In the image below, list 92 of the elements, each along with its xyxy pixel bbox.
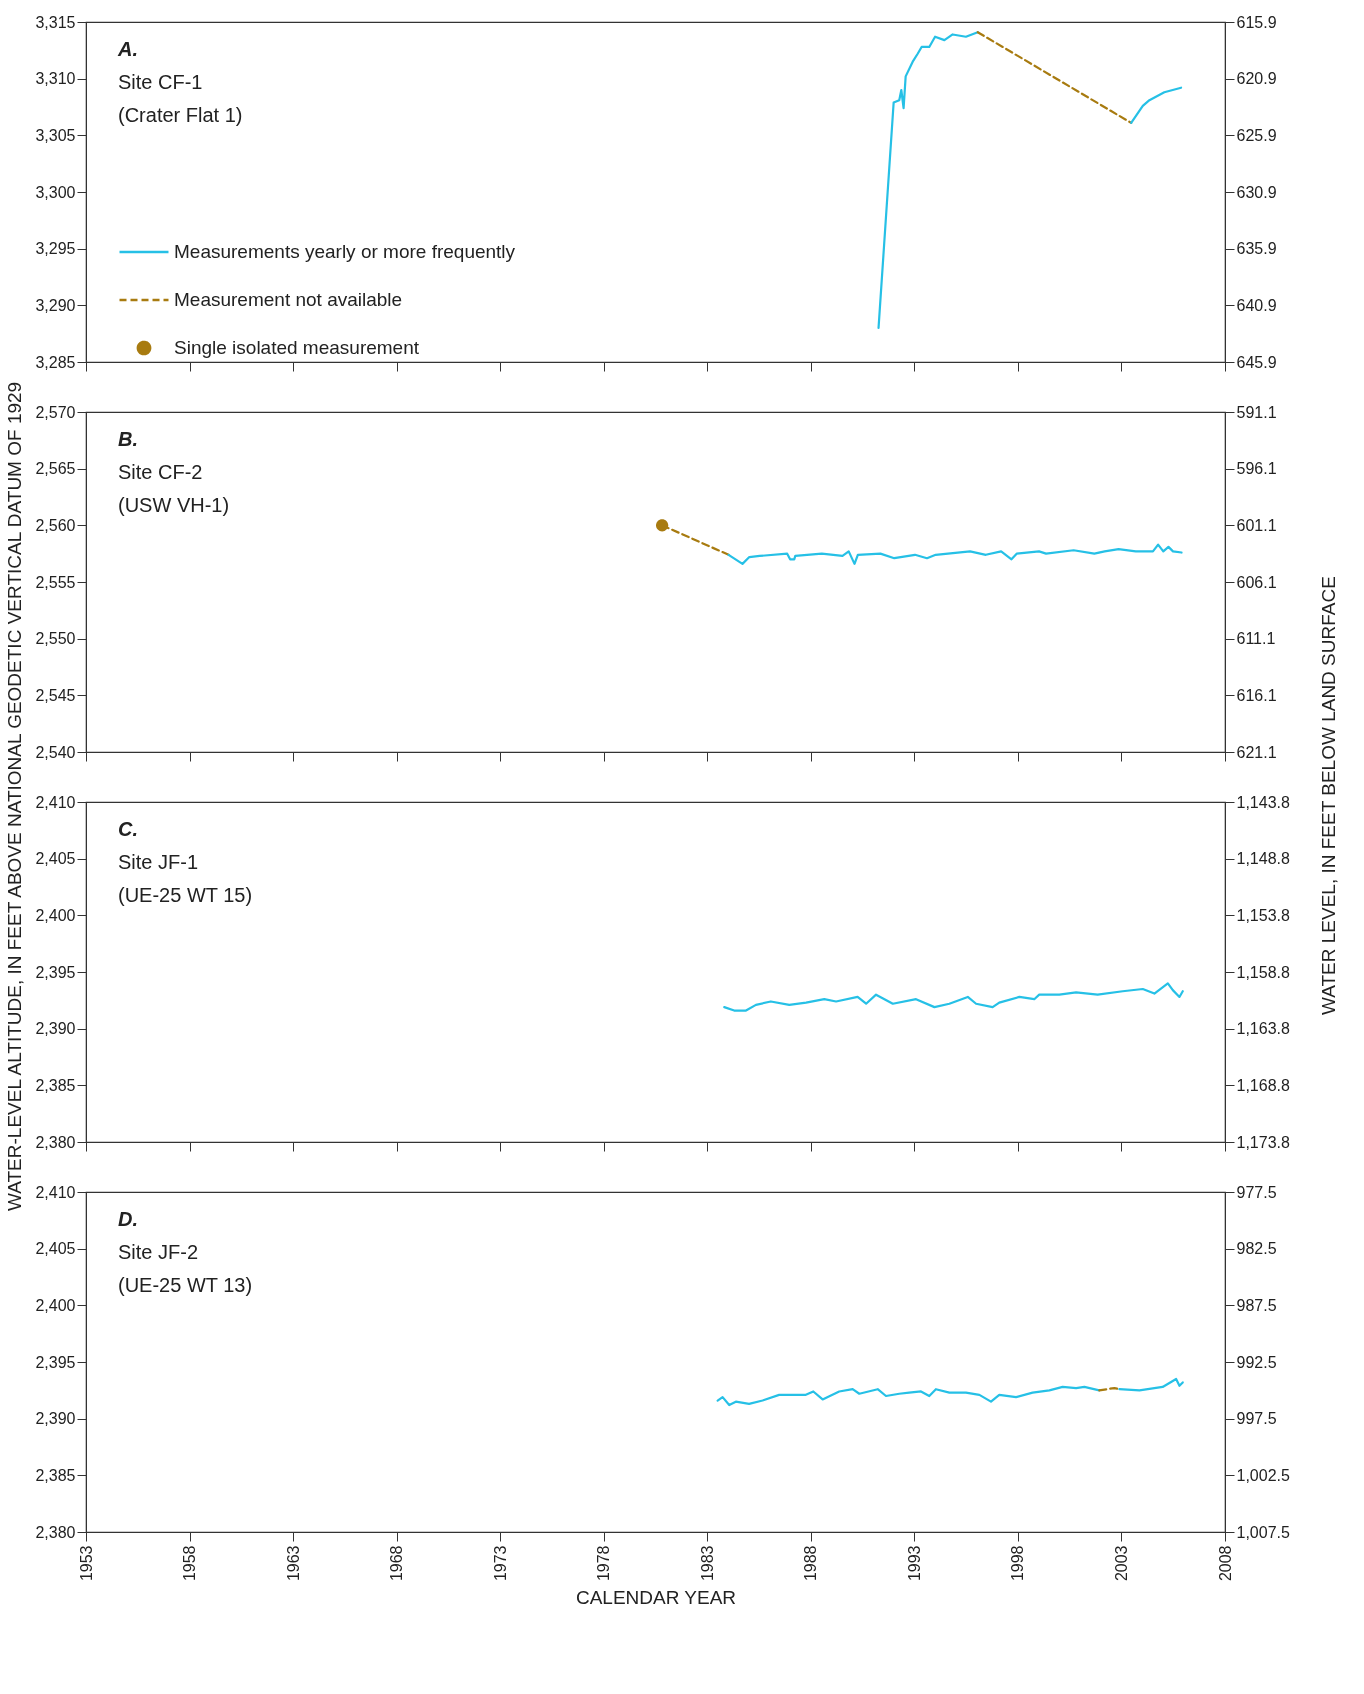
y2-tick-label: 591.1 (1236, 403, 1277, 421)
y-tick-label: 2,555 (35, 573, 76, 591)
y2-tick-label: 625.9 (1236, 126, 1277, 144)
y2-tick-label: 987.5 (1236, 1296, 1277, 1314)
legend-label: Single isolated measurement (174, 337, 420, 358)
y2-tick-label: 616.1 (1236, 686, 1277, 704)
y2-tick-label: 645.9 (1236, 353, 1277, 371)
y2-tick-label: 601.1 (1236, 516, 1277, 534)
y2-tick-label: 977.5 (1236, 1183, 1277, 1201)
annotation: (USW VH-1) (118, 494, 230, 516)
y-tick-label: 3,295 (35, 240, 76, 258)
line-series (716, 1385, 1101, 1407)
y2-tick-label: 1,148.8 (1236, 850, 1290, 868)
y-tick-label: 2,570 (35, 403, 76, 421)
y-tick-label: 2,400 (35, 906, 76, 924)
line-series (1118, 1377, 1184, 1392)
annotation: (UE-25 WT 15) (118, 884, 253, 906)
x-tick-label: 1968 (388, 1545, 406, 1582)
y-tick-label: 2,385 (35, 1466, 76, 1484)
y-tick-label: 3,305 (35, 126, 76, 144)
line-series (723, 982, 1184, 1012)
x-tick-label: 1963 (284, 1545, 302, 1582)
y-tick-label: 2,400 (35, 1296, 76, 1314)
text: C. (118, 818, 138, 840)
line-series (727, 543, 1183, 565)
x-axis-title: CALENDAR YEAR (575, 1587, 737, 1609)
y2-tick-label: 1,007.5 (1236, 1523, 1290, 1541)
annotation: Site CF-1 (118, 71, 203, 93)
y2-tick-label: 1,002.5 (1236, 1466, 1290, 1484)
y2-tick-label: 640.9 (1236, 296, 1277, 314)
y2-tick-label: 630.9 (1236, 183, 1277, 201)
y2-tick-label: 982.5 (1236, 1240, 1277, 1258)
annotation: Site JF-2 (118, 1241, 199, 1263)
y2-tick-label: 620.9 (1236, 70, 1277, 88)
y2-tick-label: 1,173.8 (1236, 1133, 1290, 1151)
text: A. (117, 38, 138, 60)
text: D. (118, 1208, 138, 1230)
annotation: (UE-25 WT 13) (118, 1274, 253, 1296)
y2-tick-label: 606.1 (1236, 573, 1277, 591)
y-tick-label: 2,390 (35, 1410, 76, 1428)
x-tick-label: 1973 (491, 1545, 509, 1582)
y2-axis-title: WATER LEVEL, IN FEET BELOW LAND SURFACE (1318, 575, 1340, 1018)
y-tick-label: 2,410 (35, 793, 76, 811)
y-tick-label: 2,405 (35, 850, 76, 868)
y-tick-label: 3,290 (35, 296, 76, 314)
y-tick-label: 2,550 (35, 630, 76, 648)
x-tick-label: 2008 (1216, 1545, 1234, 1582)
x-tick-label: 1958 (181, 1545, 199, 1582)
y2-tick-label: 992.5 (1236, 1353, 1277, 1371)
y-axis-title: WATER-LEVEL ALTITUDE, IN FEET ABOVE NATIONAL GEODETIC VERTICAL DATUM OF 1929 (4, 380, 26, 1213)
line-series (877, 31, 979, 330)
y-tick-label: 2,380 (35, 1523, 76, 1541)
legend-label: Measurement not available (174, 289, 403, 310)
y2-tick-label: 1,158.8 (1236, 963, 1290, 981)
y-tick-label: 2,560 (35, 516, 76, 534)
y-tick-label: 2,410 (35, 1183, 76, 1201)
annotation: Site CF-2 (118, 461, 203, 483)
y2-tick-label: 635.9 (1236, 240, 1277, 258)
y-tick-label: 2,540 (35, 743, 76, 761)
x-tick-label: 1998 (1009, 1545, 1027, 1582)
y-tick-label: 3,315 (35, 13, 76, 31)
x-tick-label: 1993 (905, 1545, 923, 1582)
text: B. (118, 428, 138, 450)
y-tick-label: 2,565 (35, 460, 76, 478)
y-tick-label: 2,390 (35, 1020, 76, 1038)
y-tick-label: 2,405 (35, 1240, 76, 1258)
annotation: Site JF-1 (118, 851, 199, 873)
y-tick-label: 2,545 (35, 686, 76, 704)
x-tick-label: 1953 (77, 1545, 95, 1582)
y2-tick-label: 621.1 (1236, 743, 1277, 761)
legend-label: Measurements yearly or more frequently (174, 241, 516, 262)
y2-tick-label: 1,168.8 (1236, 1076, 1290, 1094)
y-tick-label: 2,395 (35, 1353, 76, 1371)
annotation: (Crater Flat 1) (118, 104, 243, 126)
y2-tick-label: 1,163.8 (1236, 1020, 1290, 1038)
y-tick-label: 3,300 (35, 183, 76, 201)
y2-tick-label: 1,153.8 (1236, 906, 1290, 924)
line-series (1130, 86, 1183, 124)
y2-tick-label: 1,143.8 (1236, 793, 1290, 811)
y2-tick-label: 615.9 (1236, 13, 1277, 31)
x-tick-label: 1978 (595, 1545, 613, 1582)
y-tick-label: 2,380 (35, 1133, 76, 1151)
y2-tick-label: 611.1 (1236, 630, 1276, 648)
y-tick-label: 3,310 (35, 70, 76, 88)
x-tick-label: 1983 (698, 1545, 716, 1582)
y2-tick-label: 596.1 (1236, 460, 1277, 478)
x-tick-label: 2003 (1112, 1545, 1130, 1582)
x-tick-label: 1988 (802, 1545, 820, 1582)
y-tick-label: 3,285 (35, 353, 76, 371)
y2-tick-label: 997.5 (1236, 1410, 1277, 1428)
y-tick-label: 2,395 (35, 963, 76, 981)
y-tick-label: 2,385 (35, 1076, 76, 1094)
